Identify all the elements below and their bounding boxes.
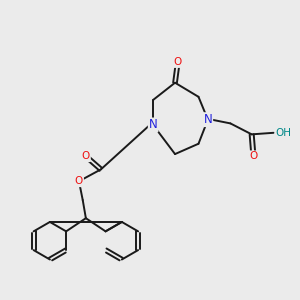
Text: O: O (75, 176, 83, 186)
Text: O: O (82, 151, 90, 161)
Text: N: N (149, 118, 158, 131)
Text: O: O (249, 151, 257, 161)
Text: O: O (173, 57, 182, 67)
Text: N: N (203, 113, 212, 126)
Text: OH: OH (275, 128, 292, 138)
